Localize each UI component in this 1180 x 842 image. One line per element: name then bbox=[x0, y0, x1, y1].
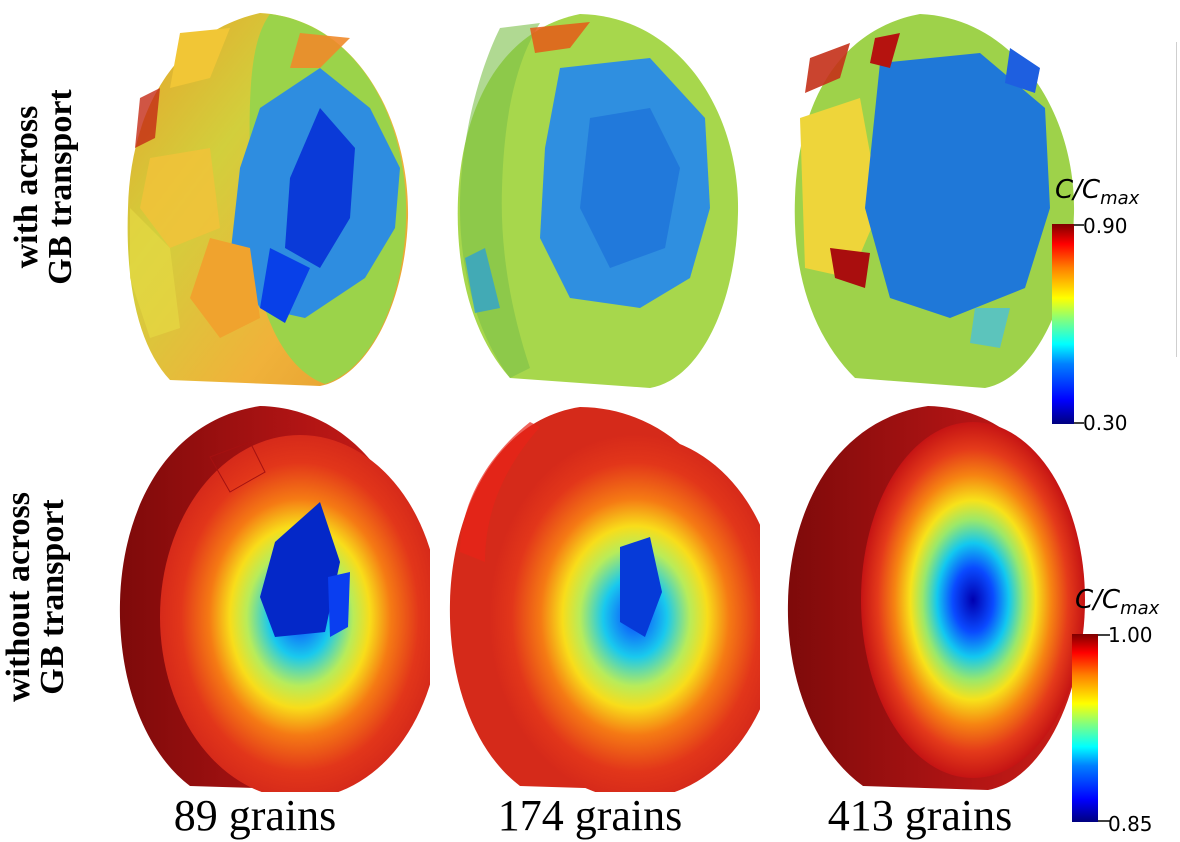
colorbar-bottom-min-label: 0.85 bbox=[1108, 812, 1153, 836]
row-label-with-transport: with across GB transport bbox=[8, 57, 80, 317]
colorbar-bottom bbox=[1072, 634, 1110, 822]
divider-line bbox=[1176, 42, 1177, 357]
particle-413-grains-with-transport bbox=[794, 14, 1075, 388]
particle-174-grains-with-transport bbox=[457, 14, 739, 388]
column-label-413-grains: 413 grains bbox=[827, 791, 1013, 840]
colorbar-top bbox=[1052, 224, 1084, 424]
row-label-line1: with across bbox=[8, 105, 45, 269]
colorbar-title-bottom: C/Cmax bbox=[1075, 585, 1160, 619]
row-label-line2: GB transport bbox=[34, 499, 71, 695]
colorbar-title-top: C/Cmax bbox=[1055, 175, 1140, 209]
column-label-174-grains: 174 grains bbox=[497, 791, 683, 840]
colorbar-bottom-max-label: 1.00 bbox=[1108, 623, 1153, 647]
particle-174-grains-without-transport bbox=[449, 407, 760, 792]
particle-413-grains-without-transport bbox=[787, 406, 1085, 790]
colorbar-top-min-label: 0.30 bbox=[1083, 411, 1128, 435]
particle-89-grains-with-transport bbox=[127, 13, 409, 386]
column-label-89-grains: 89 grains bbox=[173, 791, 337, 840]
row-label-without-transport: without across GB transport bbox=[0, 447, 72, 747]
colorbar-top-max-label: 0.90 bbox=[1083, 214, 1128, 238]
particle-89-grains-without-transport bbox=[119, 406, 430, 792]
row-label-line1: without across bbox=[0, 492, 37, 702]
row-label-line2: GB transport bbox=[42, 89, 79, 285]
